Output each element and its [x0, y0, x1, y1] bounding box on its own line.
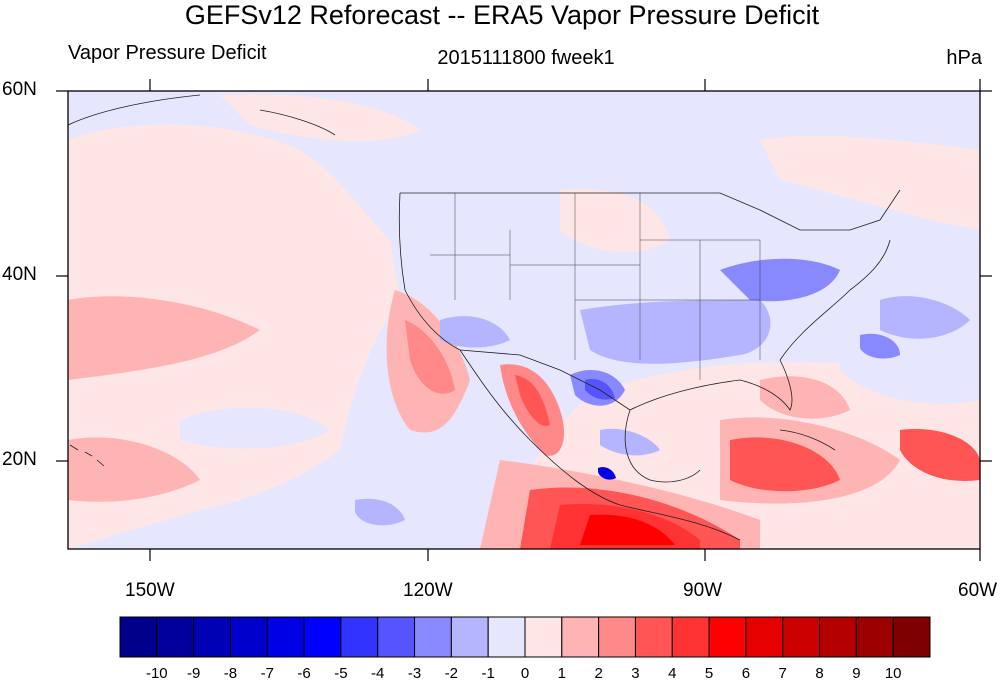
field-region-pink-northeast: [760, 135, 980, 230]
colorbar-tick-label: 6: [741, 665, 751, 682]
field-region-pink-2-pacific: [68, 296, 260, 380]
lon-label-60w: 60W: [958, 580, 998, 601]
lon-label-120w: 120W: [403, 580, 453, 601]
colorbar-swatch: [450, 616, 489, 658]
lat-label-40n: 40N: [2, 264, 37, 285]
field-region-blue-texas-core: [585, 379, 615, 400]
us-mexico-border: [459, 349, 631, 411]
cuba-coast: [779, 429, 836, 451]
colorbar-swatch: [193, 616, 231, 658]
coastline-layer: [68, 94, 901, 541]
colorbar-swatch: [377, 616, 416, 658]
colorbar-swatch: [561, 616, 600, 658]
colorbar-swatch: [266, 616, 305, 658]
colorbar-tick-label: 1: [557, 665, 566, 682]
colorbar-tick-label: 3: [631, 665, 640, 682]
field-region-blue-atlantic-2: [880, 296, 970, 339]
colorbar-swatch: [229, 616, 268, 658]
date-label: 2015111800 fweek1: [437, 47, 615, 69]
field-region-red-caribbean-east: [900, 429, 980, 481]
colorbar-swatch: [782, 616, 821, 658]
us-west-coast: [398, 192, 461, 351]
colorbar-tick-label: -1: [481, 665, 495, 682]
colorbar-tick-label: 4: [668, 665, 677, 682]
us-east-coast: [779, 239, 891, 361]
colorbar-tick-label: -5: [334, 665, 348, 682]
colorbar-swatch: [340, 616, 379, 658]
hawaii-islands: [69, 444, 105, 467]
us-gulf-coast: [629, 359, 793, 411]
colorbar-tick-label: 8: [815, 665, 824, 682]
lon-label-150w: 150W: [125, 580, 175, 601]
lat-label-60n: 60N: [2, 79, 37, 100]
field-region-blue-southwest: [440, 316, 510, 348]
colorbar-tick-label: -7: [260, 665, 274, 682]
colorbar-swatch: [708, 616, 747, 658]
field-region-red-pacific-coast: [405, 320, 455, 394]
colorbar-swatch: [524, 616, 563, 658]
colorbar-swatch: [745, 616, 784, 658]
colorbar-tick-label: 9: [852, 665, 861, 682]
colorbar-swatch: [487, 616, 526, 658]
alaska-coast: [68, 94, 336, 136]
mexico-east-coast: [624, 409, 701, 483]
field-region-blue-pacific-2: [355, 498, 405, 526]
colorbar-tick-label: 2: [594, 665, 603, 682]
colorbar-swatch: [156, 616, 195, 658]
colorbar-tick-label: -3: [407, 665, 422, 682]
us-canada-border: [400, 189, 901, 231]
colorbar-swatch: [303, 616, 342, 658]
colorbar-tick-label: 7: [778, 665, 787, 682]
field-region-red-mexico-core: [515, 375, 550, 426]
field-region-pink-2-east: [760, 376, 850, 419]
field-region-blue-midatlantic: [860, 333, 900, 359]
field-region-red-caribbean: [730, 437, 840, 492]
field-region-red-south-max: [580, 514, 675, 545]
field-region-blue-mexico-south: [598, 467, 616, 480]
lon-label-90w: 90W: [683, 580, 723, 601]
field-region-blue-ohio-valley: [720, 258, 840, 302]
colorbar: [119, 616, 931, 658]
colorbar-tick-label: -6: [297, 665, 311, 682]
colorbar-tick-label: 5: [704, 665, 714, 682]
units-label: hPa: [946, 47, 982, 69]
field-layer: [68, 94, 980, 549]
colorbar-swatch: [598, 616, 636, 658]
colorbar-tick-label: -2: [444, 665, 459, 682]
field-region-blue-southeast: [580, 300, 771, 364]
colorbar-tick-label: 0: [520, 665, 530, 682]
colorbar-tick-label: 10: [884, 665, 902, 682]
lat-label-20n: 20N: [2, 449, 37, 470]
colorbar-swatch: [892, 616, 931, 658]
colorbar-swatch: [634, 616, 673, 658]
colorbar-tick-label: -8: [223, 665, 238, 682]
chart-title: GEFSv12 Reforecast -- ERA5 Vapor Pressur…: [184, 0, 820, 30]
variable-label: Vapor Pressure Deficit: [68, 42, 267, 64]
field-region-blue-gulf-of-mexico: [600, 428, 660, 456]
colorbar-swatch: [671, 616, 710, 658]
field-region-blue-pacific: [180, 407, 330, 449]
colorbar-swatch: [119, 616, 158, 658]
axis-ticks: [56, 79, 992, 561]
colorbar-swatch: [414, 616, 452, 658]
field-region-pink-north: [220, 94, 420, 142]
field-region-pink-2-hawaii: [68, 437, 200, 502]
colorbar-tick-label: -9: [186, 665, 201, 682]
map-frame: [67, 90, 981, 550]
field-region-pink-midwest: [560, 189, 670, 253]
colorbar-swatch: [855, 616, 894, 658]
colorbar-tick-label: -4: [371, 665, 385, 682]
state-lines: [430, 193, 761, 380]
mexico-west-coast: [459, 349, 741, 541]
colorbar-swatch: [819, 616, 857, 658]
colorbar-tick-label: -10: [145, 665, 168, 682]
